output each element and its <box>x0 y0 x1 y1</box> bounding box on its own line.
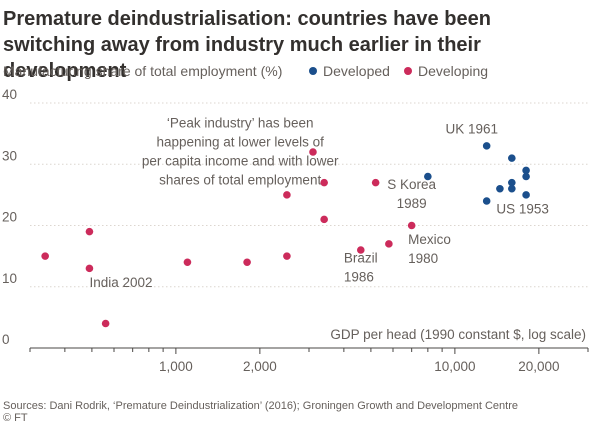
x-tick-label: 10,000 <box>434 359 475 374</box>
data-point-developed <box>508 178 516 187</box>
legend-label-developing: Developing <box>418 63 489 79</box>
data-point-developing <box>385 240 393 248</box>
data-point-developed <box>508 184 516 193</box>
annotation-text: 1989 <box>397 196 427 211</box>
data-point-developing <box>309 148 317 156</box>
x-tick-label: 2,000 <box>243 359 277 374</box>
data-point-developing <box>283 191 291 199</box>
data-point-developing <box>320 178 328 187</box>
data-point-developing <box>371 178 380 187</box>
legend-item-developed: Developed <box>309 63 390 79</box>
y-tick-label: 40 <box>2 87 17 102</box>
annotation-text: shares of total employment <box>159 173 321 188</box>
chart-title: Premature deindustrialisation: countries… <box>3 8 491 82</box>
annotation-text: Brazil <box>344 250 378 265</box>
data-point-developed <box>508 154 516 162</box>
data-point-developing <box>356 246 365 254</box>
chart-header-row: Manufacturing share of total employment … <box>3 63 588 83</box>
annotation-text: happening at lower levels of <box>156 135 324 150</box>
annotation-text: per capita income and with lower <box>142 154 339 169</box>
data-point-developed <box>522 172 530 181</box>
data-point-developing <box>85 227 94 236</box>
y-tick-label: 10 <box>2 271 17 286</box>
data-point-developed <box>482 197 491 205</box>
data-point-developing <box>41 252 49 260</box>
data-point-developed <box>424 172 432 181</box>
data-point-developing <box>320 215 328 224</box>
x-axis-label: GDP per head (1990 constant $, log scale… <box>330 327 586 342</box>
source-note: Sources: Dani Rodrik, ‘Premature Deindus… <box>3 400 519 412</box>
data-point-developing <box>183 258 192 267</box>
x-tick-label: 20,000 <box>518 359 559 374</box>
y-tick-label: 0 <box>2 332 10 347</box>
y-axis-label: Manufacturing share of total employment … <box>3 63 283 79</box>
data-point-developing <box>283 252 291 260</box>
data-point-developing <box>243 258 251 267</box>
data-point-developed <box>496 184 504 193</box>
annotation-text: US 1953 <box>496 201 549 216</box>
annotation-text: Mexico <box>408 232 451 247</box>
data-point-developed <box>522 166 530 175</box>
legend-marker-developing <box>404 67 412 75</box>
data-point-developing <box>407 221 416 230</box>
y-tick-label: 30 <box>2 148 17 163</box>
legend-item-developing: Developing <box>404 63 488 79</box>
annotation-text: India 2002 <box>89 275 152 290</box>
credit-note: © FT <box>3 412 28 424</box>
annotation-text: UK 1961 <box>446 122 499 137</box>
x-tick-label: 1,000 <box>159 359 193 374</box>
data-point-developed <box>522 191 530 199</box>
annotation-text: S Korea <box>387 177 436 192</box>
annotation-text: ‘Peak industry’ has been <box>167 116 314 131</box>
y-tick-label: 20 <box>2 210 17 225</box>
annotation-text: 1986 <box>344 269 374 284</box>
legend-label-developed: Developed <box>323 63 390 79</box>
data-point-developing <box>85 264 94 273</box>
data-point-developed <box>482 142 491 150</box>
annotation-text: 1980 <box>408 251 438 266</box>
legend-marker-developed <box>309 67 317 75</box>
data-point-developing <box>101 319 110 328</box>
